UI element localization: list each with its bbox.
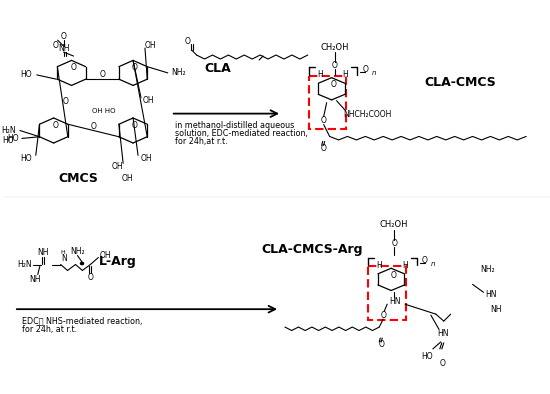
Text: OH: OH <box>145 41 157 50</box>
Text: O: O <box>380 310 386 320</box>
Text: HO: HO <box>20 71 32 80</box>
Text: HO: HO <box>7 134 19 143</box>
Text: O: O <box>440 359 446 368</box>
Text: O: O <box>331 80 337 89</box>
Text: NH: NH <box>58 44 69 52</box>
Text: O: O <box>391 239 397 248</box>
Text: O: O <box>185 37 191 46</box>
Text: O: O <box>100 70 105 79</box>
Text: NH: NH <box>29 275 41 284</box>
Text: solution, EDC-mediated reaction,: solution, EDC-mediated reaction, <box>175 129 307 138</box>
Text: O: O <box>132 121 138 130</box>
Text: O: O <box>332 61 338 71</box>
Text: O: O <box>90 122 96 131</box>
Text: O: O <box>422 256 428 265</box>
Text: O: O <box>63 97 69 106</box>
Text: n: n <box>371 70 376 76</box>
Text: O: O <box>378 340 384 349</box>
Text: CH₂OH: CH₂OH <box>380 220 409 229</box>
Text: NH₂: NH₂ <box>481 265 495 274</box>
Text: HO: HO <box>421 352 433 361</box>
Text: H₂N: H₂N <box>17 260 32 269</box>
Text: O: O <box>390 271 396 280</box>
Text: EDC， NHS-mediated reaction,: EDC， NHS-mediated reaction, <box>22 317 142 325</box>
Text: H: H <box>343 71 348 80</box>
Text: CLA-CMCS-Arg: CLA-CMCS-Arg <box>261 243 362 256</box>
Text: HN: HN <box>437 329 449 338</box>
Text: O: O <box>87 273 94 282</box>
Text: NH₂: NH₂ <box>70 247 85 256</box>
Text: O: O <box>362 65 368 74</box>
Text: in methanol-distilled aqueous: in methanol-distilled aqueous <box>175 121 294 130</box>
Text: OH: OH <box>111 162 123 171</box>
Text: O: O <box>70 63 76 72</box>
Text: O: O <box>53 41 58 50</box>
Text: OH HO: OH HO <box>91 108 115 113</box>
Text: CLA: CLA <box>204 62 231 75</box>
Text: NH: NH <box>491 305 502 314</box>
Text: OH: OH <box>143 96 155 105</box>
Text: O: O <box>321 116 327 125</box>
Text: for 24h,at r.t.: for 24h,at r.t. <box>175 137 227 146</box>
Text: CH₂OH: CH₂OH <box>320 43 349 52</box>
Text: HO: HO <box>2 136 14 145</box>
Text: HO: HO <box>20 154 32 163</box>
Text: O: O <box>53 121 58 130</box>
Text: NH₂: NH₂ <box>171 69 185 77</box>
Text: O: O <box>132 63 138 72</box>
Text: N: N <box>62 254 68 263</box>
Text: H: H <box>402 261 408 270</box>
Text: H₂N: H₂N <box>1 126 16 135</box>
Text: HN: HN <box>389 297 401 306</box>
Text: CLA-CMCS: CLA-CMCS <box>425 76 497 89</box>
Text: n: n <box>431 260 436 266</box>
Text: H: H <box>60 250 65 255</box>
Text: H: H <box>317 71 322 80</box>
Text: HN: HN <box>486 290 497 299</box>
Text: O: O <box>60 32 67 41</box>
Text: NH: NH <box>37 248 48 257</box>
Text: L-Arg: L-Arg <box>100 255 137 268</box>
Text: NHCH₂COOH: NHCH₂COOH <box>344 110 392 119</box>
Text: OH: OH <box>141 154 153 163</box>
Text: O: O <box>321 144 327 153</box>
Text: OH: OH <box>100 251 111 260</box>
Text: CMCS: CMCS <box>58 172 98 185</box>
Text: for 24h, at r.t.: for 24h, at r.t. <box>22 325 77 334</box>
Text: H: H <box>376 261 382 270</box>
Text: OH: OH <box>122 174 133 183</box>
